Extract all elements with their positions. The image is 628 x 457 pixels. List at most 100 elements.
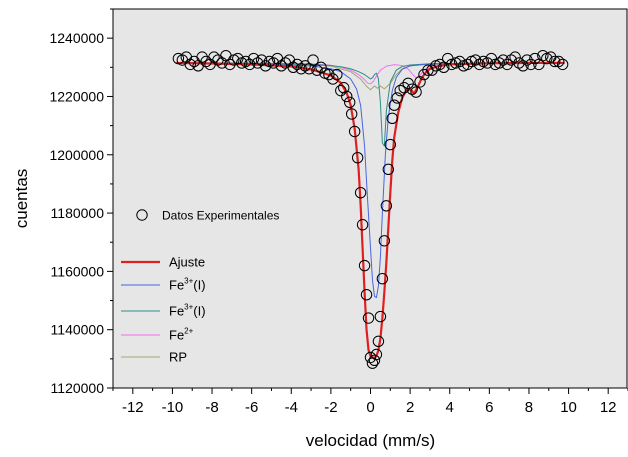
data-point: [473, 58, 486, 71]
data-point: [351, 151, 364, 164]
x-tick-label: 8: [525, 399, 533, 416]
data-point: [384, 138, 397, 151]
y-tick-label: 1220000: [49, 88, 104, 104]
x-tick-label: 4: [446, 399, 454, 416]
data-point: [243, 58, 256, 71]
data-points: [172, 49, 569, 369]
legend-label: RP: [169, 350, 187, 365]
data-point: [323, 68, 335, 81]
plot-area: [112, 8, 628, 389]
x-tick-label: -10: [162, 399, 184, 416]
legend-marker: [136, 209, 148, 221]
y-tick-label: 1120000: [51, 380, 105, 396]
data-point: [391, 92, 403, 104]
y-tick-label: 1160000: [51, 263, 105, 279]
legend-item: RP: [121, 350, 187, 365]
x-tick-label: -2: [324, 399, 337, 416]
legend-item: Ajuste: [121, 255, 205, 270]
data-point: [259, 60, 272, 72]
x-tick-label: -12: [122, 399, 144, 416]
data-point: [414, 76, 426, 88]
series-line-3: [176, 62, 565, 85]
x-tick-label: -4: [285, 399, 298, 416]
data-point: [255, 54, 268, 66]
data-point: [275, 60, 288, 72]
data-point: [529, 52, 541, 65]
data-point: [224, 58, 236, 71]
data-point: [509, 51, 521, 63]
data-point: [331, 68, 343, 81]
data-point: [341, 90, 353, 103]
data-point: [382, 163, 395, 176]
data-point: [501, 58, 513, 71]
data-point: [327, 73, 339, 85]
data-point: [556, 58, 569, 71]
data-point: [497, 54, 509, 66]
data-point: [345, 108, 358, 120]
data-point: [517, 60, 529, 72]
data-point: [469, 54, 482, 66]
x-tick-label: 2: [406, 399, 414, 416]
x-tick-label: -8: [205, 399, 218, 416]
data-point: [453, 55, 466, 68]
data-point: [410, 86, 422, 98]
legend: Datos Experimentales Ajuste Fe3+(I) Fe3+(I)…: [121, 209, 279, 365]
data-point: [251, 57, 264, 69]
x-axis-label: velocidad (mm/s): [306, 431, 435, 450]
data-point: [521, 54, 533, 66]
y-axis-label: cuentas: [12, 169, 31, 229]
legend-item: Fe3+(I): [121, 303, 206, 319]
x-tick-label: 6: [485, 399, 493, 416]
data-point: [368, 354, 381, 366]
data-point: [307, 54, 319, 66]
data-point: [537, 49, 549, 62]
data-point: [505, 54, 517, 66]
data-point: [358, 259, 371, 272]
data-point: [552, 55, 565, 68]
data-point: [386, 112, 398, 125]
legend-label: Fe3+(I): [169, 277, 206, 293]
data-point: [348, 125, 361, 138]
data-point: [372, 335, 385, 348]
data-point: [481, 57, 494, 69]
data-point: [240, 55, 252, 68]
data-point: [344, 96, 356, 108]
y-tick-label: 1200000: [49, 147, 104, 163]
data-point: [287, 61, 299, 74]
axes: -12 -10 -8 -6 -4 -2 0 2 4 6 8 10 12 1120000 1140000 116…: [49, 8, 628, 416]
data-point: [376, 272, 389, 285]
data-point: [196, 51, 208, 63]
x-tick-label: -6: [245, 399, 258, 416]
data-point: [378, 235, 391, 247]
data-point: [493, 57, 505, 69]
data-point: [513, 57, 525, 69]
data-point: [267, 57, 280, 69]
data-point: [354, 186, 367, 199]
data-point: [370, 348, 383, 361]
series-line-2: [176, 62, 565, 147]
data-point: [525, 58, 537, 71]
data-point: [434, 58, 446, 71]
data-point: [388, 99, 400, 111]
y-tick-label: 1140000: [51, 322, 105, 338]
data-point: [398, 82, 410, 94]
series-line-1: [176, 62, 565, 299]
data-point: [184, 58, 196, 71]
data-point: [335, 84, 347, 97]
legend-item: Datos Experimentales: [136, 209, 279, 223]
data-point: [232, 52, 244, 65]
data-point: [208, 51, 220, 63]
legend-label: Fe3+(I): [169, 303, 206, 319]
data-point: [394, 84, 406, 97]
data-point: [247, 52, 260, 65]
legend-label: Ajuste: [169, 255, 205, 270]
x-tick-label: 0: [366, 399, 374, 416]
x-tick-label: 10: [560, 399, 577, 416]
data-point: [402, 77, 414, 90]
data-point: [356, 219, 369, 231]
data-point: [374, 310, 387, 323]
data-point: [216, 57, 228, 69]
data-point: [295, 63, 307, 75]
